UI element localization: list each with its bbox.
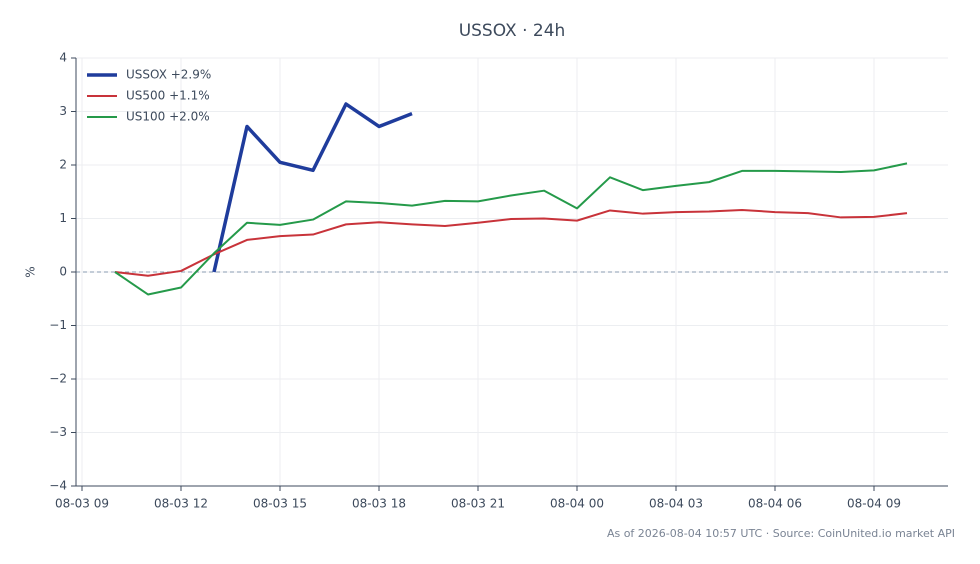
x-tick-label: 08-04 03 — [649, 497, 703, 511]
y-tick-label: 1 — [59, 211, 67, 225]
series-line — [114, 162, 908, 296]
x-tick-label: 08-04 06 — [748, 497, 802, 511]
x-tick-label: 08-03 15 — [253, 497, 307, 511]
y-tick-label: 0 — [59, 265, 67, 279]
axis — [75, 58, 948, 487]
x-tick-label: 08-04 00 — [550, 497, 604, 511]
chart-title: USSOX · 24h — [459, 21, 566, 41]
x-tick-label: 08-03 12 — [154, 497, 208, 511]
series-line — [212, 102, 413, 273]
y-tick-label: −1 — [49, 318, 67, 332]
y-tick-label: −2 — [49, 372, 67, 386]
y-axis-label: % — [24, 266, 38, 277]
footnote: As of 2026-08-04 10:57 UTC · Source: Coi… — [607, 527, 955, 540]
y-tick-label: 4 — [59, 51, 67, 65]
x-tick-label: 08-03 18 — [352, 497, 406, 511]
series-line — [114, 208, 908, 277]
legend-label: US500 +1.1% — [126, 89, 210, 103]
legend-label: US100 +2.0% — [126, 110, 210, 124]
y-tick-label: −4 — [49, 479, 67, 493]
y-tick-label: 3 — [59, 104, 67, 118]
y-tick-label: −3 — [49, 425, 67, 439]
x-tick-label: 08-03 09 — [55, 497, 109, 511]
x-tick-label: 08-03 21 — [451, 497, 505, 511]
x-tick-label: 08-04 09 — [847, 497, 901, 511]
legend-label: USSOX +2.9% — [126, 68, 211, 82]
y-tick-label: 2 — [59, 158, 67, 172]
